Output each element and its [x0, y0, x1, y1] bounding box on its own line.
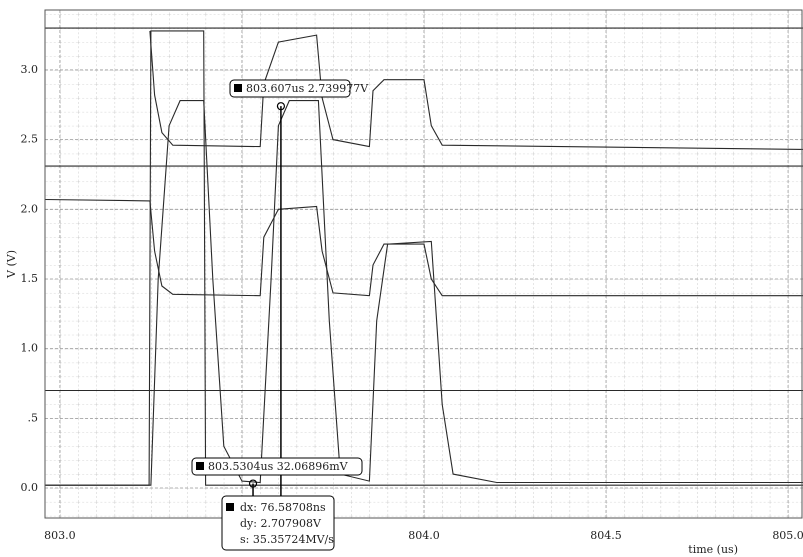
- marker-icon: [196, 462, 204, 470]
- x-tick-label: 804.5: [590, 529, 622, 542]
- x-tick-label: 803.0: [44, 529, 76, 542]
- delta-icon: [226, 503, 234, 511]
- marker-box: [229, 79, 351, 98]
- fine-grid: [45, 10, 803, 518]
- marker-label: 803.5304us 32.06896mV: [208, 460, 349, 473]
- delta-label: s: 35.35724MV/s: [240, 533, 334, 546]
- delta-box: [221, 495, 335, 551]
- y-tick-label: 2.0: [21, 202, 39, 215]
- marker-icon: [234, 84, 242, 92]
- waveform: [45, 100, 803, 486]
- x-tick-label: 804.0: [408, 529, 440, 542]
- y-tick-label: .5: [28, 411, 39, 424]
- y-tick-label: 1.5: [21, 272, 39, 285]
- x-axis-label: time (us): [688, 543, 738, 556]
- y-tick-label: 0.0: [21, 481, 39, 494]
- y-axis-label: V (V): [5, 250, 18, 279]
- y-tick-label: 2.5: [21, 133, 39, 146]
- waveform: [44, 198, 803, 297]
- marker-point: [248, 479, 258, 488]
- marker-point: [276, 102, 286, 111]
- plot-frame: [44, 9, 803, 519]
- marker-box: [191, 457, 363, 476]
- y-tick-label: 3.0: [21, 63, 39, 76]
- delta-label: dy: 2.707908V: [240, 517, 322, 530]
- y-tick-label: 1.0: [21, 342, 39, 355]
- waveform: [149, 30, 803, 150]
- delta-label: dx: 76.58708ns: [240, 501, 326, 514]
- x-tick-label: 805.0: [772, 529, 803, 542]
- marker-label: 803.607us 2.739977V: [246, 82, 369, 95]
